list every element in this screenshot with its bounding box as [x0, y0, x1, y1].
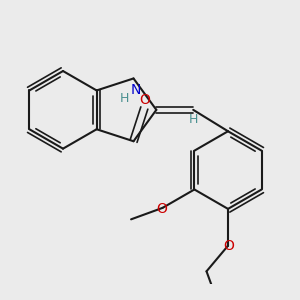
Text: O: O	[156, 202, 167, 216]
Text: N: N	[131, 83, 141, 97]
Text: O: O	[139, 93, 150, 107]
Text: H: H	[119, 92, 129, 105]
Text: O: O	[223, 239, 234, 254]
Text: H: H	[188, 113, 198, 126]
